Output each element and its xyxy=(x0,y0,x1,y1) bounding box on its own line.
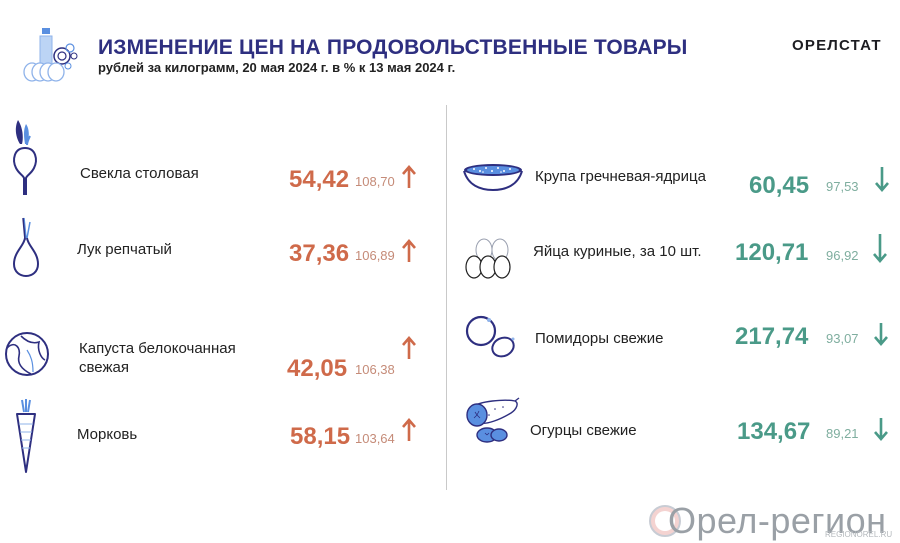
watermark-text: Орел-регион xyxy=(668,500,887,541)
watermark-url: REGIONOREL.RU xyxy=(825,530,893,539)
arrow-up-icon xyxy=(402,418,416,442)
item-price: 217,74 xyxy=(735,323,809,350)
page-title: ИЗМЕНЕНИЕ ЦЕН НА ПРОДОВОЛЬСТВЕННЫЕ ТОВАР… xyxy=(98,36,688,59)
item-name: Лук репчатый xyxy=(77,241,172,258)
arrow-down-icon xyxy=(873,233,887,263)
onion-icon xyxy=(10,216,42,285)
cabbage-icon xyxy=(3,330,51,383)
item-price: 42,05 xyxy=(287,355,348,382)
brand-logo: ОРЕЛСТАТ xyxy=(792,37,882,54)
item-name: Крупа гречневая-ядрица xyxy=(535,168,706,185)
groceries-icon xyxy=(18,24,80,84)
item-price: 120,71 xyxy=(735,239,809,266)
item-price: 60,45 xyxy=(749,172,810,199)
arrow-up-icon xyxy=(402,239,416,263)
tomatoes-icon xyxy=(465,315,521,366)
item-name: Помидоры свежие xyxy=(535,330,664,347)
item-percent: 96,92 xyxy=(826,248,859,263)
item-name: Яйца куриные, за 10 шт. xyxy=(533,243,702,260)
eggs-icon xyxy=(464,234,520,285)
arrow-up-icon xyxy=(402,336,416,360)
item-percent: 106,89 xyxy=(355,248,395,263)
buckwheat-bowl-icon xyxy=(462,163,524,198)
item-name-line1: Капуста белокочанная xyxy=(79,340,236,357)
item-percent: 106,38 xyxy=(355,362,395,377)
item-name: Огурцы свежие xyxy=(530,422,637,439)
item-price: 37,36 xyxy=(289,240,350,267)
item-price: 54,42 xyxy=(289,166,350,193)
item-name: Свекла столовая xyxy=(80,165,199,182)
arrow-down-icon xyxy=(875,166,889,192)
item-price: 134,67 xyxy=(737,418,811,445)
cucumber-icon xyxy=(465,397,521,448)
arrow-down-icon xyxy=(874,322,888,346)
arrow-up-icon xyxy=(402,165,416,189)
item-name-line2: свежая xyxy=(79,359,129,376)
item-percent: 89,21 xyxy=(826,426,859,441)
page-subtitle: рублей за килограмм, 20 мая 2024 г. в % … xyxy=(98,60,456,75)
beet-icon xyxy=(10,118,40,203)
item-percent: 103,64 xyxy=(355,431,395,446)
watermark-logo-icon xyxy=(648,504,682,543)
item-percent: 97,53 xyxy=(826,179,859,194)
item-price: 58,15 xyxy=(290,423,351,450)
item-name: Морковь xyxy=(77,426,138,443)
item-percent: 108,70 xyxy=(355,174,395,189)
arrow-down-icon xyxy=(874,417,888,441)
carrot-icon xyxy=(12,398,40,479)
column-divider xyxy=(446,105,447,490)
item-percent: 93,07 xyxy=(826,331,859,346)
